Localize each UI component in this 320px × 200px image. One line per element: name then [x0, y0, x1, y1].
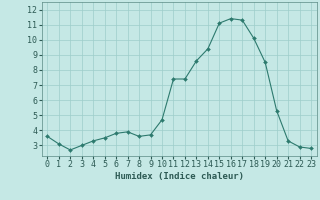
X-axis label: Humidex (Indice chaleur): Humidex (Indice chaleur): [115, 172, 244, 181]
